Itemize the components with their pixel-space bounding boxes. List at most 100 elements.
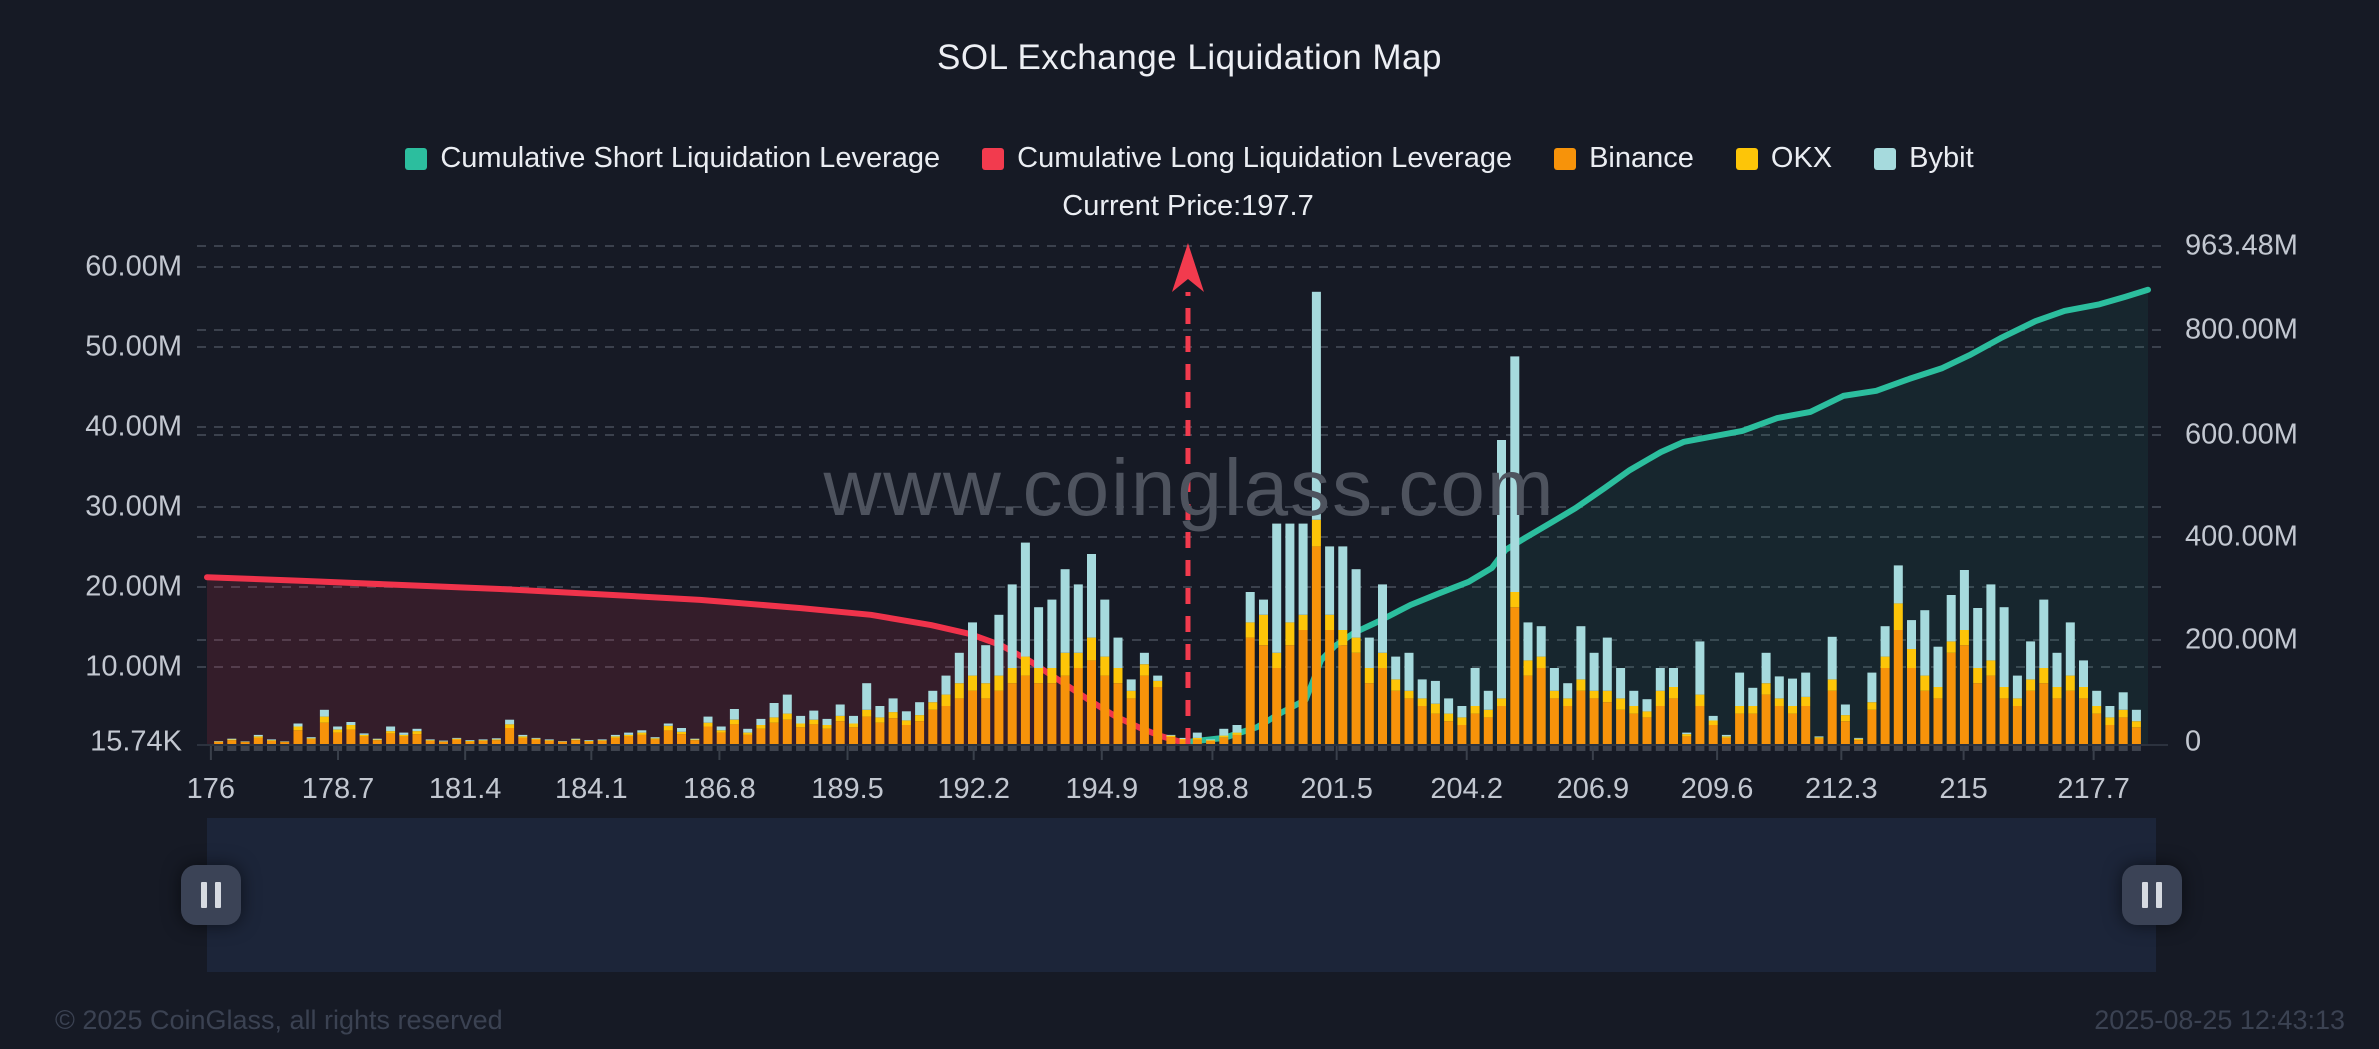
bar-bybit [267, 739, 276, 741]
bar-bybit [796, 715, 806, 724]
bar-okx [1907, 649, 1916, 668]
bar-bybit [822, 718, 832, 725]
bar-bybit [1629, 690, 1639, 706]
bar-base [743, 744, 753, 751]
legend-item-1[interactable]: Cumulative Long Liquidation Leverage [982, 142, 1512, 175]
bar-binance [1007, 683, 1017, 744]
bar-binance [1840, 721, 1850, 744]
y-axis-right-label: 800.00M [2185, 313, 2298, 346]
bar-binance [2105, 725, 2115, 744]
bar-okx [677, 731, 686, 735]
bar-base [1192, 744, 1202, 751]
bar-okx [1999, 687, 2009, 699]
bar-binance [399, 736, 409, 744]
bar-bybit [1523, 622, 1533, 661]
bar-bybit [2105, 706, 2115, 718]
bar-bybit [1007, 584, 1017, 668]
bar-okx [531, 738, 541, 740]
bar-base [1417, 744, 1427, 751]
bar-binance [1880, 668, 1890, 744]
y-axis-right-label: 0 [2185, 725, 2202, 758]
bar-okx [227, 739, 237, 741]
bar-bybit [1893, 565, 1903, 604]
bar-base [2079, 744, 2088, 751]
bar-okx [809, 719, 819, 725]
legend-item-2[interactable]: Binance [1554, 142, 1694, 175]
bar-okx [1430, 703, 1440, 714]
bar-bybit [1669, 668, 1678, 687]
x-axis-label: 206.9 [1556, 773, 1630, 805]
bar-binance [1034, 683, 1044, 744]
bar-okx [1020, 656, 1030, 676]
bar-bybit [1748, 687, 1758, 706]
pause-icon [201, 882, 207, 908]
bar-bybit [452, 737, 462, 739]
bar-base [346, 744, 356, 751]
bar-okx [1973, 668, 1983, 684]
bar-okx [386, 731, 396, 734]
bar-binance [544, 741, 554, 744]
bar-okx [346, 725, 356, 730]
bar-okx [1073, 652, 1083, 668]
bar-binance [1206, 741, 1216, 744]
bar-base [1933, 744, 1943, 751]
bar-binance [1867, 709, 1877, 744]
bar-bybit [293, 723, 303, 727]
y-axis-left-label: 30.00M [85, 490, 182, 523]
bar-binance [901, 725, 911, 744]
bar-okx [1483, 709, 1493, 718]
bar-binance [319, 722, 329, 744]
bar-okx [1840, 715, 1850, 722]
bar-bybit [1139, 652, 1149, 665]
bar-okx [1391, 679, 1401, 691]
pause-icon [215, 882, 221, 908]
bar-bybit [677, 728, 686, 732]
bar-base [1219, 744, 1229, 751]
legend-item-4[interactable]: Bybit [1874, 142, 1974, 175]
legend-item-3[interactable]: OKX [1735, 142, 1832, 175]
bar-bybit [981, 645, 991, 684]
x-axis-label: 181.4 [428, 773, 502, 805]
bar-binance [1933, 698, 1943, 744]
bar-base [518, 744, 528, 751]
bar-bybit [1087, 554, 1096, 638]
bar-okx [1311, 519, 1321, 547]
bar-base [1430, 744, 1440, 751]
bar-okx [822, 725, 832, 729]
bar-bybit [1126, 679, 1136, 691]
bar-base [439, 744, 448, 751]
bar-bybit [439, 740, 448, 742]
bar-base [994, 744, 1004, 751]
bar-base [1893, 744, 1903, 751]
bar-binance [690, 740, 700, 744]
bar-okx [1338, 630, 1348, 646]
bar-bybit [1708, 715, 1718, 721]
bar-binance [663, 730, 673, 744]
bar-binance [1682, 736, 1692, 744]
bar-binance [584, 741, 594, 744]
bar-okx [1232, 732, 1242, 735]
bar-okx [1655, 690, 1665, 706]
legend-item-0[interactable]: Cumulative Short Liquidation Leverage [405, 142, 940, 175]
bar-okx [663, 725, 673, 731]
bar-binance [2079, 698, 2088, 744]
bar-okx [399, 734, 409, 737]
datazoom-slider[interactable] [181, 818, 2182, 972]
x-axis-label: 192.2 [937, 773, 1010, 805]
bar-binance [1285, 645, 1295, 744]
bar-base [253, 744, 263, 751]
bar-binance [2012, 706, 2022, 744]
bar-binance [1814, 738, 1824, 744]
bar-bybit [1867, 672, 1877, 703]
bar-base [584, 744, 594, 751]
bar-base [1589, 744, 1599, 751]
datazoom-left-handle[interactable] [181, 865, 241, 925]
bar-binance [1153, 687, 1163, 744]
bar-binance [1999, 698, 2009, 744]
bar-bybit [968, 622, 977, 676]
bar-okx [862, 709, 872, 717]
bar-binance [1629, 713, 1639, 744]
bar-binance [2026, 690, 2036, 744]
bar-base [491, 744, 501, 751]
datazoom-right-handle[interactable] [2122, 865, 2182, 925]
